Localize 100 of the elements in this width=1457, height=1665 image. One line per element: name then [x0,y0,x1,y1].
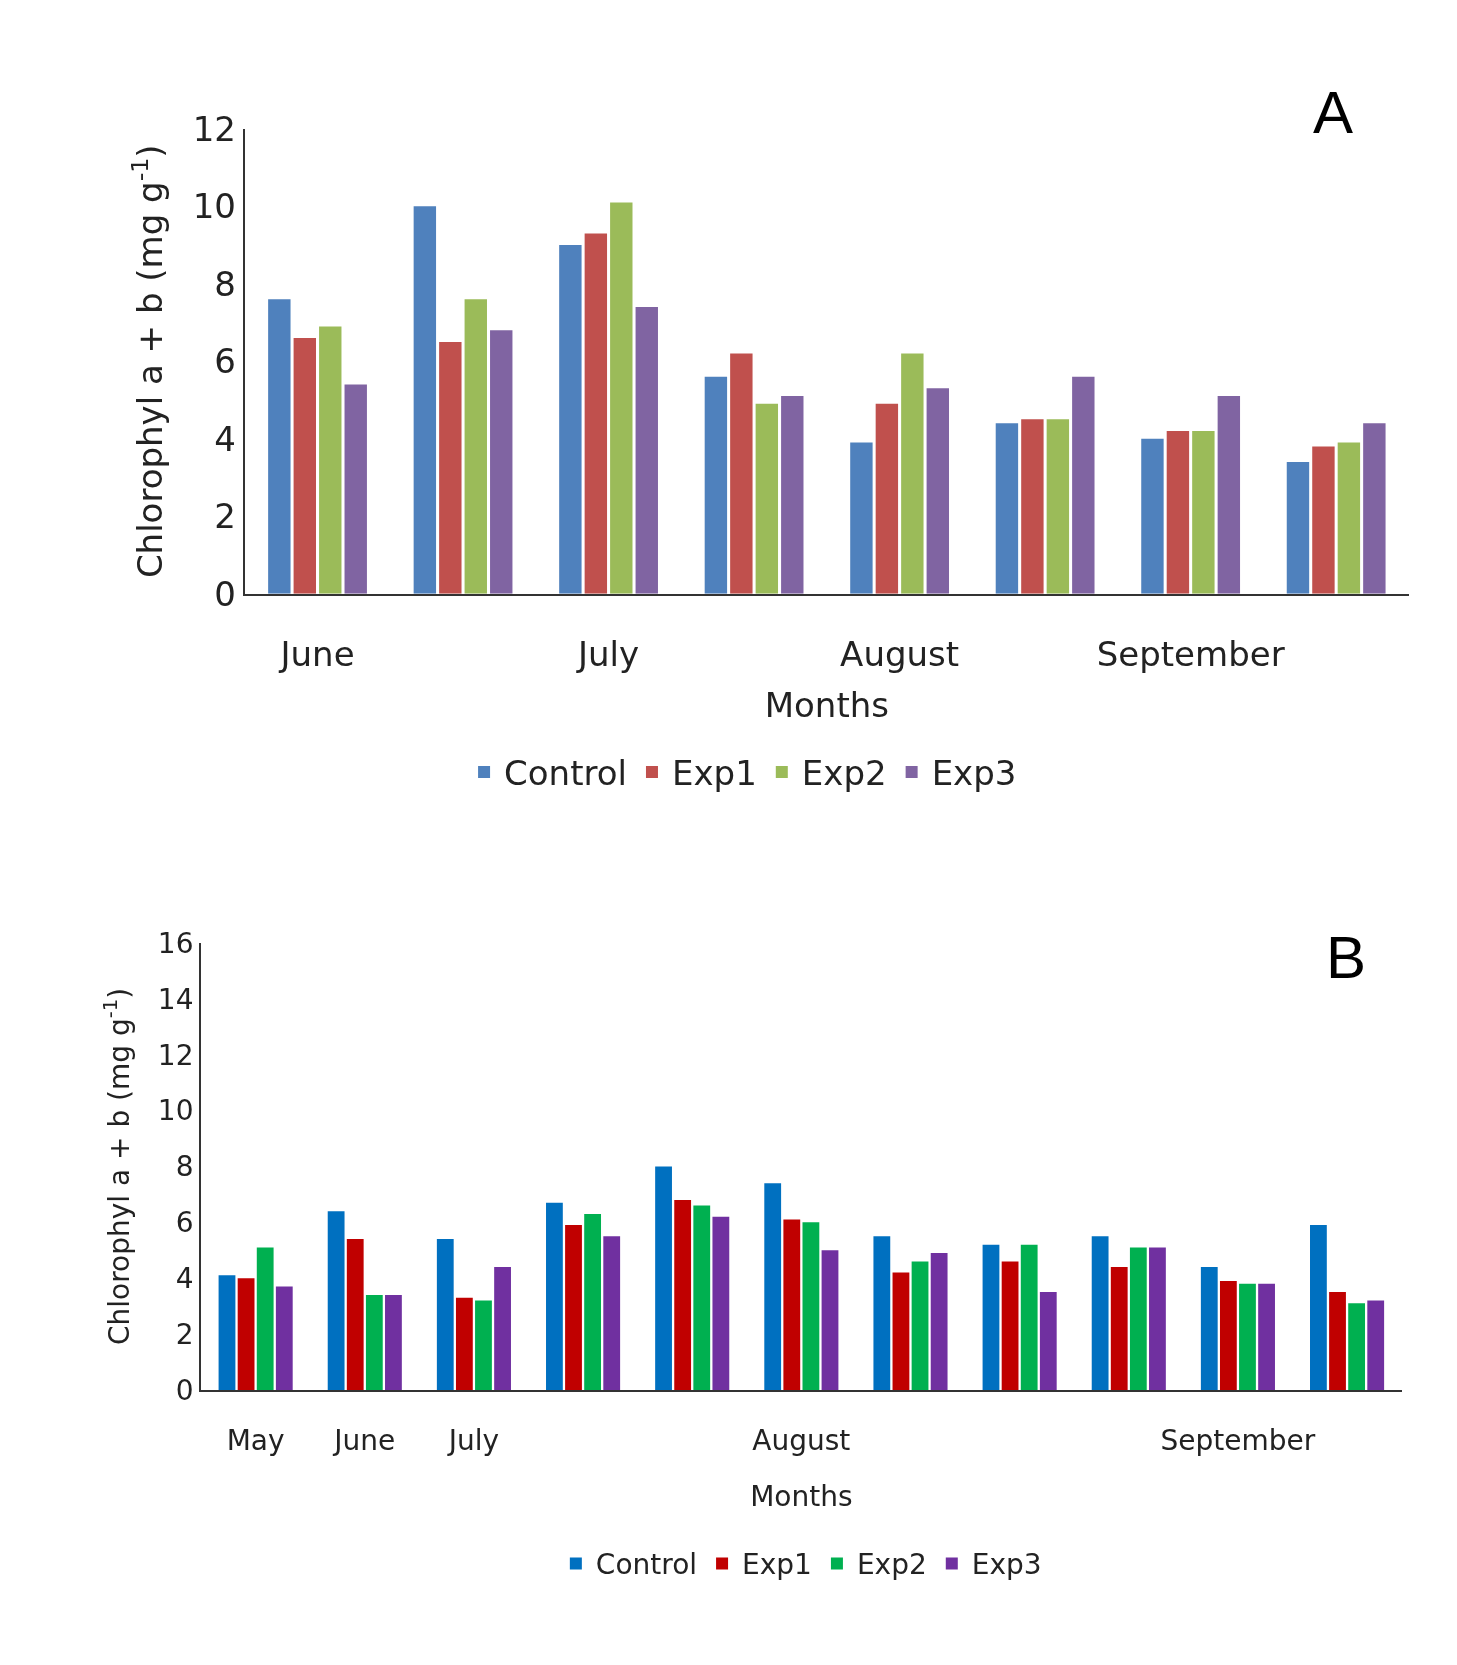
legend-label: Control [595,1548,698,1582]
bar [455,1297,473,1390]
x-tick-label: July [446,1424,500,1458]
x-tick-label: September [1160,1424,1316,1458]
bar [911,1261,929,1390]
bar [1363,423,1386,594]
y-tick-label: 10 [192,186,236,227]
y-tick-label: 14 [157,982,194,1016]
y-tick-label: 16 [157,926,194,960]
bar [821,1250,839,1390]
bar [926,388,950,594]
bar [1141,438,1164,594]
y-tick-label: 0 [175,1373,194,1407]
bar [901,353,924,594]
bar [327,1211,345,1390]
bar [490,330,513,594]
bar [439,341,462,594]
bar [1200,1266,1218,1390]
x-tick-label: July [575,634,640,675]
x-tick-label: June [332,1424,396,1458]
bar [365,1294,383,1390]
bar [346,1239,364,1390]
y-tick-label: 12 [157,1038,194,1072]
bar [1091,1236,1109,1390]
legend-label: Exp3 [931,753,1017,794]
bar [655,1166,672,1390]
bar [1129,1247,1147,1390]
bar [1310,1225,1327,1390]
annotation: A [1313,79,1354,146]
y-tick-label: 8 [175,1150,194,1184]
bar [1039,1292,1057,1390]
y-tick-label: 2 [214,496,236,537]
bar [603,1236,621,1390]
bar [1258,1283,1275,1390]
bar [755,403,779,594]
bar [413,206,437,594]
bar [930,1253,948,1390]
bar [892,1272,910,1390]
legend-label: Exp2 [801,753,887,794]
annotation: B [1326,924,1367,991]
bar [464,299,487,594]
bar [256,1247,274,1390]
bar [995,423,1019,594]
y-tick-label: 10 [157,1094,194,1128]
bar [1046,419,1070,594]
bar [693,1205,711,1390]
bar [802,1222,820,1390]
legend-label: Exp2 [856,1548,927,1582]
bar [704,376,728,594]
legend-label: Exp3 [971,1548,1042,1582]
x-tick-label: August [752,1424,851,1458]
bar [1020,1244,1038,1390]
x-tick-label: September [1096,634,1285,675]
bar [1219,1280,1237,1390]
bar [584,1213,602,1390]
bar [319,326,342,594]
bar [565,1225,582,1390]
bar [584,233,608,594]
y-tick-label: 6 [175,1206,194,1240]
y-tick-label: 12 [192,108,236,149]
bar [712,1216,730,1390]
legend-label: Control [504,753,627,794]
bar [1166,430,1190,594]
bar [982,1244,1000,1390]
y-tick-label: 2 [175,1317,194,1351]
bar [494,1266,511,1390]
bar [1001,1261,1019,1390]
legend-label: Exp1 [671,753,757,794]
bar [764,1183,782,1390]
bar [610,202,633,594]
x-axis-title: Months [750,1480,853,1514]
bar [635,307,658,594]
bar [1072,376,1095,594]
bar [1312,446,1335,594]
y-tick-label: 6 [214,341,236,382]
bar [559,245,582,594]
bar [1329,1292,1346,1390]
bar [1286,461,1310,594]
x-tick-label: May [226,1424,285,1458]
legend-label: Exp1 [742,1548,812,1582]
bar [1192,430,1215,594]
bar [475,1300,492,1390]
bar [275,1286,293,1390]
bar [1021,419,1044,594]
bar [1367,1300,1385,1390]
x-tick-label: June [278,634,355,675]
bar [873,1236,891,1390]
bar [1149,1247,1166,1390]
bar [1337,442,1361,594]
bar [1110,1266,1128,1390]
bar [730,353,753,594]
y-tick-label: 4 [175,1261,194,1295]
bar [344,384,367,594]
bar [1239,1283,1256,1390]
y-tick-label: 0 [214,573,236,614]
bar [546,1202,563,1390]
bar [783,1219,801,1390]
bar [237,1278,255,1390]
x-axis-title: Months [764,685,889,726]
bar [875,403,899,594]
